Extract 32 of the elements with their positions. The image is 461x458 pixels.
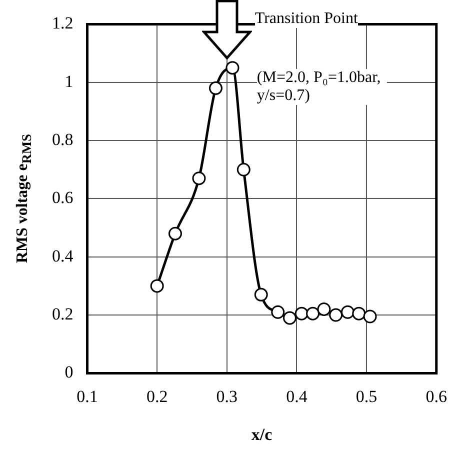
point [352, 306, 366, 320]
x-tick-label: 0.3 [216, 386, 238, 406]
point [294, 306, 308, 320]
x-tick-label: 0.4 [286, 386, 308, 406]
point [150, 279, 164, 293]
point [282, 311, 296, 325]
x-tick-label: 0.6 [426, 386, 447, 406]
point [236, 162, 250, 176]
point [254, 288, 268, 302]
point [306, 306, 320, 320]
y-tick-label: 0.6 [52, 188, 74, 208]
x-tick-label: 0.1 [76, 386, 98, 406]
x-axis-title: x/c [251, 425, 273, 444]
y-tick-label: 0.4 [52, 246, 74, 266]
annotation: (M=2.0, P₀=1.0bar, y/s=0.7) [256, 69, 387, 106]
point [208, 81, 222, 95]
x-tick-label: 0.2 [146, 386, 168, 406]
point [192, 172, 206, 186]
x-tick-label: 0.5 [356, 386, 378, 406]
y-tick-label: 1 [64, 72, 74, 91]
point [329, 308, 343, 322]
point [271, 305, 285, 319]
y-tick-label: 0.8 [52, 130, 74, 149]
point [363, 310, 377, 324]
point [226, 61, 240, 75]
point [340, 305, 354, 319]
y-tick-label: 0.2 [52, 304, 74, 324]
annotation: Transition Point [254, 10, 358, 28]
y-tick-label: 1.2 [52, 14, 74, 33]
point [168, 226, 182, 240]
point [317, 302, 331, 316]
y-tick-label: 0 [64, 362, 74, 382]
